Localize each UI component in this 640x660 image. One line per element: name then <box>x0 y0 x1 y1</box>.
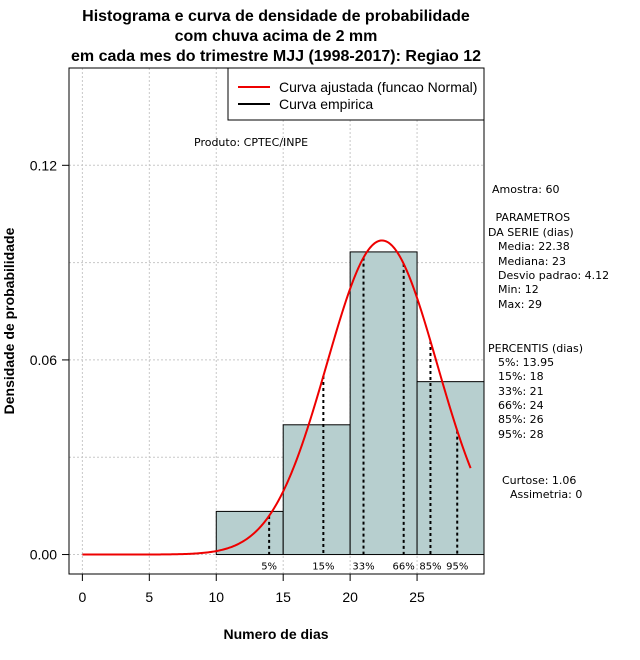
histogram-bar-1 <box>282 424 351 556</box>
percentil-66: 66%: 24 <box>498 399 544 412</box>
param-max: Max: 29 <box>498 298 542 311</box>
x-tick-label-15: 15 <box>275 589 291 605</box>
percentil-85: 85%: 26 <box>498 413 544 426</box>
y-axis-label: Densidade de probabilidade <box>1 227 17 414</box>
histogram-bars <box>215 251 485 556</box>
skewness: Assimetria: 0 <box>510 488 582 501</box>
y-tick-label-0: 0.00 <box>30 547 57 563</box>
param-desvio: Desvio padrao: 4.12 <box>498 269 609 282</box>
fitted-normal-curve <box>82 239 472 556</box>
param-media: Media: 22.38 <box>498 240 570 253</box>
legend: Curva ajustada (funcao Normal) Curva emp… <box>227 67 485 121</box>
percentile-label-95%: 95% <box>446 562 468 573</box>
histogram-bar-2 <box>349 251 418 556</box>
percentil-95: 95%: 28 <box>498 428 544 441</box>
legend-box <box>227 67 485 121</box>
legend-empirical-label: Curva empirica <box>279 96 373 112</box>
kurtosis: Curtose: 1.06 <box>502 474 576 487</box>
x-tick-label-10: 10 <box>208 589 224 605</box>
fitted-curve-layer <box>82 239 472 556</box>
percentile-label-15%: 15% <box>312 562 334 573</box>
percentil-5: 5%: 13.95 <box>498 356 554 369</box>
y-tick-label-1: 0.06 <box>30 352 57 368</box>
chart-title-line-1: Histograma e curva de densidade de proba… <box>82 8 470 25</box>
percentile-label-33%: 33% <box>352 562 374 573</box>
percentile-label-85%: 85% <box>419 562 441 573</box>
source-note: Produto: CPTEC/INPE <box>194 136 308 149</box>
stats-panel: Amostra: 60 PARAMETROS DA SERIE (dias) M… <box>488 183 609 501</box>
percentis-title: PERCENTIS (dias) <box>488 342 583 355</box>
legend-fitted-label: Curva ajustada (funcao Normal) <box>279 79 477 95</box>
x-tick-label-5: 5 <box>145 589 153 605</box>
x-tick-label-25: 25 <box>409 589 425 605</box>
percentile-label-5%: 5% <box>261 562 277 573</box>
param-mediana: Mediana: 23 <box>498 255 566 268</box>
percentil-15: 15%: 18 <box>498 370 544 383</box>
x-tick-label-20: 20 <box>342 589 358 605</box>
percentil-33: 33%: 21 <box>498 385 544 398</box>
x-tick-label-0: 0 <box>78 589 86 605</box>
percentile-markers: 5% 15% 33% 66% 85% 95% <box>261 257 468 573</box>
percentile-label-66%: 66% <box>393 562 415 573</box>
chart-title-line-3: em cada mes do trimestre MJJ (1998-2017)… <box>71 48 481 65</box>
x-axis-label: Numero de dias <box>223 626 328 642</box>
parameters-title-2: DA SERIE (dias) <box>488 226 574 239</box>
y-tick-label-2: 0.12 <box>30 157 57 173</box>
chart-title-line-2: com chuva acima de 2 mm <box>175 28 378 45</box>
sample-size: Amostra: 60 <box>492 183 559 196</box>
param-min: Min: 12 <box>498 283 539 296</box>
parameters-title-1: PARAMETROS <box>492 211 570 224</box>
